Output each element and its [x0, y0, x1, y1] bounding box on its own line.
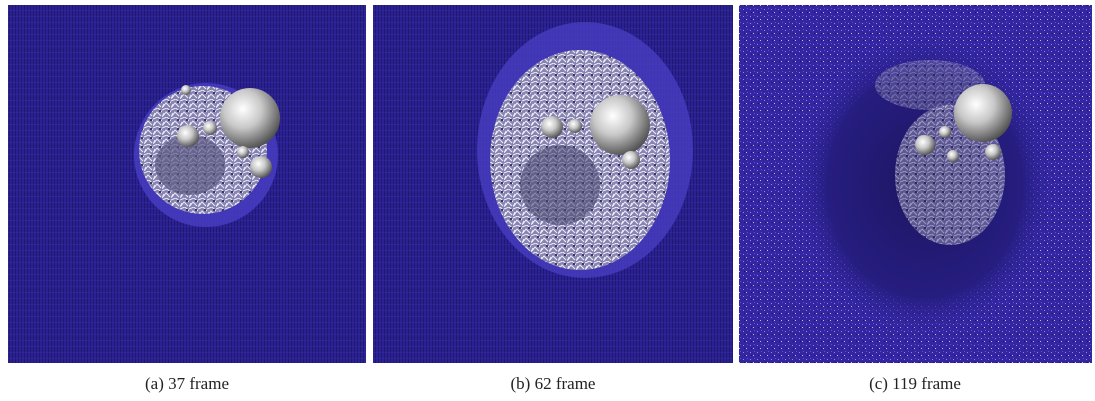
caption: (a) 37 frame	[145, 374, 229, 393]
caption: (c) 119 frame	[869, 374, 961, 393]
sphere	[985, 144, 1001, 160]
sphere	[622, 151, 640, 169]
sphere	[954, 84, 1012, 142]
sphere	[947, 150, 959, 162]
sphere	[541, 116, 563, 138]
sphere	[220, 88, 280, 148]
panel-b	[373, 5, 733, 363]
sphere	[203, 121, 217, 135]
sphere	[181, 85, 191, 95]
cavity	[520, 145, 600, 225]
caption: (b) 62 frame	[511, 374, 596, 393]
sphere	[568, 119, 582, 133]
panel-a	[8, 5, 366, 363]
sphere	[237, 146, 249, 158]
sphere	[939, 126, 951, 138]
panel-c	[739, 5, 1092, 363]
sphere	[250, 156, 272, 178]
sphere	[915, 135, 935, 155]
sphere	[590, 95, 650, 155]
figure: (a) 37 frame (b) 62 frame (c) 119 frame	[0, 0, 1095, 401]
sphere	[177, 125, 199, 147]
